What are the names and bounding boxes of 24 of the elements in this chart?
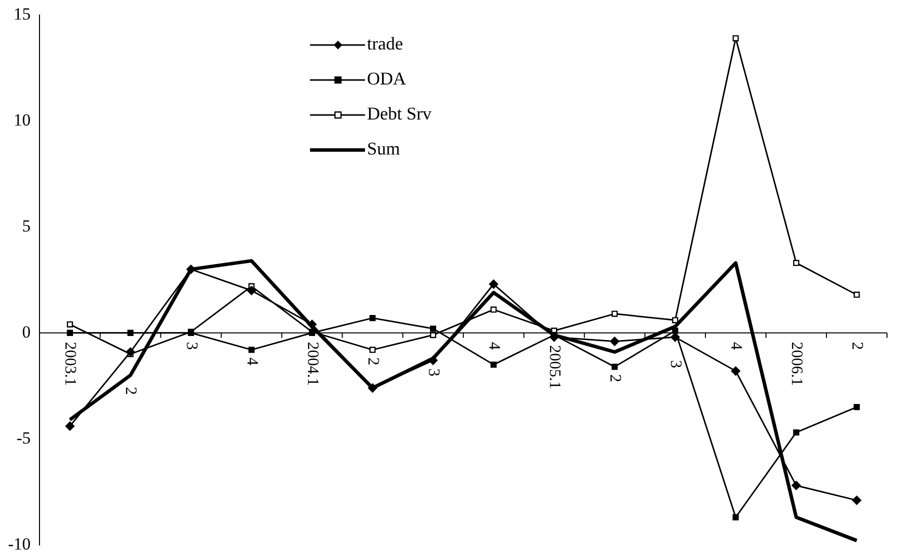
x-tick-label: 2006.1 [788,342,806,386]
x-tick-label: 2 [122,386,140,395]
y-tick-label: 10 [14,110,31,130]
x-tick-label: 3 [666,360,684,368]
x-tick-label: 4 [485,342,502,350]
x-tick-label: 2004.1 [304,342,321,386]
y-tick-label: 15 [14,4,31,24]
y-tick-label: -10 [8,534,31,554]
x-tick-label: 2005.1 [546,345,563,390]
y-tick-label: -5 [16,428,31,448]
legend-label: ODA [367,68,406,89]
x-tick-label: 3 [182,342,200,350]
x-tick-label: 3 [424,368,442,376]
legend-label: Sum [367,138,400,159]
x-tick-label: 2 [848,342,866,350]
y-tick-label: 0 [22,322,31,342]
y-tick-label: 5 [22,216,31,236]
x-tick-label: 2003.1 [62,342,79,386]
x-tick-label: 2 [364,357,382,366]
x-tick-label: 4 [243,357,260,366]
x-tick-label: 2 [606,374,624,382]
x-tick-label: 4 [727,342,744,350]
legend-label: trade [367,34,403,54]
legend-label: Debt Srv [367,104,432,124]
